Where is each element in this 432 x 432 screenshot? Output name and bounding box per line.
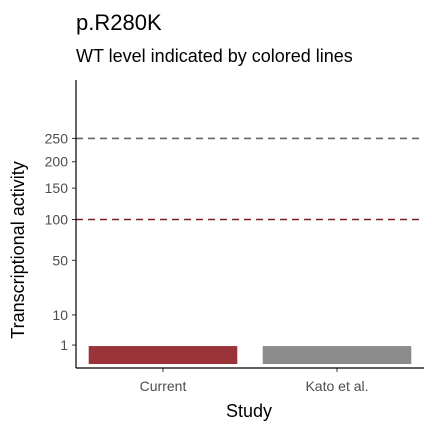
x-tick-label-kato-et-al-: Kato et al. [305,378,368,394]
y-tick-label-250: 250 [45,130,69,146]
bar-current [88,346,238,364]
x-axis-title: Study [226,401,272,421]
y-tick-label-1: 1 [60,337,68,353]
y-tick-label-150: 150 [45,180,69,196]
plot-area: Current Kato et al. 1 10 50 100 150 200 250 [45,80,424,394]
y-axis-title: Transcriptional activity [8,161,28,338]
y-tick-label-200: 200 [45,154,69,170]
y-tick-label-100: 100 [45,212,69,228]
chart-title: p.R280K [76,10,162,35]
y-tick-label-50: 50 [52,252,68,268]
bar-kato-et-al- [262,346,412,364]
y-tick-label-10: 10 [52,307,68,323]
x-tick-label-current: Current [140,378,187,394]
chart-subtitle: WT level indicated by colored lines [76,46,353,66]
